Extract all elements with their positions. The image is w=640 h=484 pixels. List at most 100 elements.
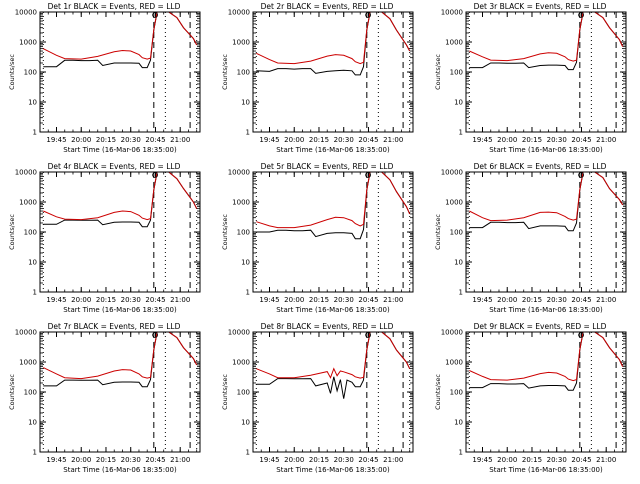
x-axis-label: Start Time (16-Mar-06 18:35:00) <box>63 466 177 474</box>
series-line-events <box>256 11 411 76</box>
x-tick-label: 20:00 <box>71 456 91 464</box>
chart-title: Det 9r BLACK = Events, RED = LLD <box>474 322 607 331</box>
x-tick-label: 20:45 <box>571 136 591 144</box>
chart-title: Det 6r BLACK = Events, RED = LLD <box>474 162 607 171</box>
y-tick-label: 100 <box>24 229 37 237</box>
y-tick-label: 100 <box>24 69 37 77</box>
x-axis-label: Start Time (16-Mar-06 18:35:00) <box>276 466 390 474</box>
series-line-events <box>469 11 624 71</box>
x-tick-label: 20:00 <box>284 296 304 304</box>
x-tick-label: 21:00 <box>383 296 403 304</box>
x-tick-label: 20:00 <box>284 136 304 144</box>
x-tick-label: 20:30 <box>547 296 567 304</box>
chart-title: Det 2r BLACK = Events, RED = LLD <box>261 2 394 11</box>
chart-title: Det 4r BLACK = Events, RED = LLD <box>48 162 181 171</box>
x-tick-label: 20:30 <box>334 136 354 144</box>
series-line-events <box>43 11 198 69</box>
y-tick-label: 1 <box>246 129 250 137</box>
x-tick-label: 20:45 <box>358 136 378 144</box>
y-tick-label: 1000 <box>19 39 37 47</box>
x-tick-label: 19:45 <box>46 296 66 304</box>
x-tick-label: 19:45 <box>46 136 66 144</box>
chart-panel-4: Det 4r BLACK = Events, RED = LLD Counts/s… <box>8 162 201 314</box>
series-line-lld <box>256 171 411 229</box>
y-tick-label: 10000 <box>228 329 250 337</box>
y-tick-label: 1 <box>459 129 463 137</box>
y-axis-label: Counts/sec <box>434 374 442 410</box>
y-tick-label: 100 <box>237 389 250 397</box>
y-tick-label: 1000 <box>232 39 250 47</box>
x-tick-label: 20:30 <box>547 136 567 144</box>
y-tick-label: 10000 <box>441 329 463 337</box>
plot-frame <box>252 331 414 453</box>
y-tick-label: 1000 <box>19 199 37 207</box>
x-tick-label: 20:15 <box>309 456 329 464</box>
chart-title: Det 7r BLACK = Events, RED = LLD <box>48 322 181 331</box>
y-tick-label: 1000 <box>445 39 463 47</box>
y-tick-label: 1000 <box>445 359 463 367</box>
x-tick-label: 20:45 <box>571 456 591 464</box>
x-tick-label: 20:00 <box>497 456 517 464</box>
x-tick-label: 20:00 <box>497 296 517 304</box>
y-axis-label: Counts/sec <box>221 54 229 90</box>
x-tick-label: 19:45 <box>259 296 279 304</box>
x-axis-label: Start Time (16-Mar-06 18:35:00) <box>489 146 603 154</box>
series-line-events <box>256 171 411 240</box>
x-tick-label: 21:00 <box>383 136 403 144</box>
y-tick-label: 10 <box>28 419 37 427</box>
chart-panel-9: Det 9r BLACK = Events, RED = LLD Counts/s… <box>434 322 627 474</box>
x-tick-label: 21:00 <box>170 296 190 304</box>
chart-title: Det 1r BLACK = Events, RED = LLD <box>48 2 181 11</box>
chart-panel-8: Det 8r BLACK = Events, RED = LLD Counts/s… <box>221 322 414 474</box>
chart-panel-7: Det 7r BLACK = Events, RED = LLD Counts/s… <box>8 322 201 474</box>
y-tick-label: 1 <box>459 289 463 297</box>
y-tick-label: 10000 <box>228 9 250 17</box>
y-tick-label: 10000 <box>441 169 463 177</box>
x-tick-label: 20:45 <box>358 296 378 304</box>
plot-frame <box>465 11 627 133</box>
series-line-events <box>256 331 411 399</box>
plot-frame <box>39 331 201 453</box>
x-tick-label: 20:45 <box>145 296 165 304</box>
x-axis-label: Start Time (16-Mar-06 18:35:00) <box>276 306 390 314</box>
x-tick-label: 20:30 <box>547 456 567 464</box>
y-axis-label: Counts/sec <box>221 214 229 250</box>
x-tick-label: 19:45 <box>259 136 279 144</box>
series-line-lld <box>43 11 198 60</box>
y-tick-label: 10 <box>28 259 37 267</box>
y-tick-label: 1 <box>246 289 250 297</box>
x-tick-label: 20:45 <box>358 456 378 464</box>
plot-frame <box>465 331 627 453</box>
y-tick-label: 10000 <box>441 9 463 17</box>
x-tick-label: 20:15 <box>309 136 329 144</box>
x-axis-label: Start Time (16-Mar-06 18:35:00) <box>489 466 603 474</box>
x-tick-label: 21:00 <box>170 456 190 464</box>
y-tick-label: 100 <box>450 69 463 77</box>
x-tick-label: 20:45 <box>145 136 165 144</box>
x-tick-label: 21:00 <box>383 456 403 464</box>
x-tick-label: 19:45 <box>259 456 279 464</box>
x-tick-label: 20:15 <box>96 296 116 304</box>
series-line-lld <box>469 331 624 382</box>
plot-frame <box>465 171 627 293</box>
x-tick-label: 20:30 <box>121 136 141 144</box>
x-tick-label: 20:30 <box>334 456 354 464</box>
x-tick-label: 20:30 <box>121 456 141 464</box>
y-tick-label: 100 <box>24 389 37 397</box>
y-tick-label: 1000 <box>19 359 37 367</box>
y-axis-label: Counts/sec <box>434 54 442 90</box>
x-tick-label: 21:00 <box>596 456 616 464</box>
chart-panel-1: Det 1r BLACK = Events, RED = LLD Counts/s… <box>8 2 201 154</box>
series-line-lld <box>43 171 198 221</box>
chart-panel-6: Det 6r BLACK = Events, RED = LLD Counts/s… <box>434 162 627 314</box>
y-tick-label: 10 <box>241 99 250 107</box>
y-tick-label: 100 <box>237 229 250 237</box>
x-tick-label: 20:00 <box>71 296 91 304</box>
chart-panel-3: Det 3r BLACK = Events, RED = LLD Counts/s… <box>434 2 627 154</box>
y-tick-label: 1 <box>33 129 37 137</box>
x-tick-label: 19:45 <box>472 136 492 144</box>
plot-frame <box>39 171 201 293</box>
x-axis-label: Start Time (16-Mar-06 18:35:00) <box>63 146 177 154</box>
series-line-lld <box>256 11 411 65</box>
